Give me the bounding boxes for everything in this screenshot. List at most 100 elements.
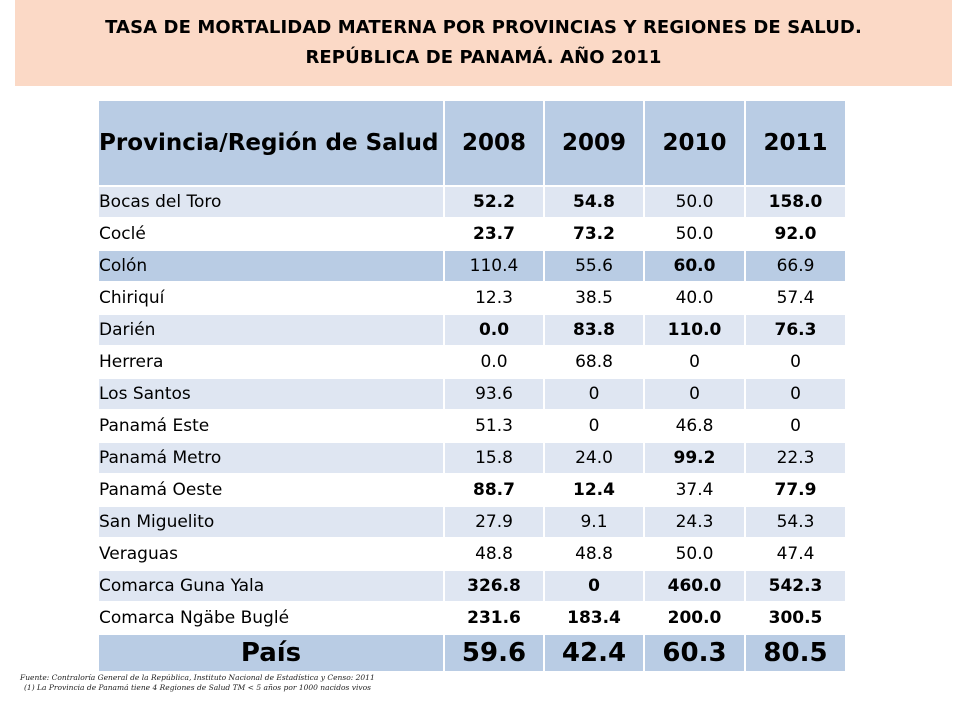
- total-value-2011: 80.5: [744, 633, 847, 673]
- cell-value-2008: 93.6: [443, 377, 545, 411]
- table-row: Colón 110.4 55.6 60.0 66.9: [97, 249, 847, 283]
- table-row: Panamá Este 51.3 0 46.8 0: [97, 409, 847, 443]
- cell-value-2009: 0: [543, 569, 645, 603]
- cell-value-2011: 0: [744, 409, 847, 443]
- mortality-table: Provincia/Región de Salud 2008 2009 2010…: [97, 99, 847, 673]
- column-header-2010: 2010: [643, 99, 746, 187]
- cell-value-2009: 0: [543, 409, 645, 443]
- column-header-2011: 2011: [744, 99, 847, 187]
- cell-value-2010: 37.4: [643, 473, 746, 507]
- cell-value-2010: 40.0: [643, 281, 746, 315]
- row-province-name: Bocas del Toro: [97, 185, 445, 219]
- table-row: Comarca Guna Yala 326.8 0 460.0 542.3: [97, 569, 847, 603]
- table-row: Comarca Ngäbe Buglé 231.6 183.4 200.0 300.5: [97, 601, 847, 635]
- cell-value-2011: 47.4: [744, 537, 847, 571]
- table-row: Panamá Oeste 88.7 12.4 37.4 77.9: [97, 473, 847, 507]
- cell-value-2010: 0: [643, 377, 746, 411]
- row-province-name: Herrera: [97, 345, 445, 379]
- cell-value-2009: 183.4: [543, 601, 645, 635]
- cell-value-2009: 12.4: [543, 473, 645, 507]
- cell-value-2008: 326.8: [443, 569, 545, 603]
- cell-value-2010: 99.2: [643, 441, 746, 475]
- cell-value-2010: 0: [643, 345, 746, 379]
- total-row: País 59.6 42.4 60.3 80.5: [97, 633, 847, 673]
- total-value-2010: 60.3: [643, 633, 746, 673]
- row-province-name: Comarca Guna Yala: [97, 569, 445, 603]
- cell-value-2009: 38.5: [543, 281, 645, 315]
- row-province-name: Panamá Oeste: [97, 473, 445, 507]
- cell-value-2009: 9.1: [543, 505, 645, 539]
- cell-value-2009: 24.0: [543, 441, 645, 475]
- column-header-2009: 2009: [543, 99, 645, 187]
- cell-value-2011: 66.9: [744, 249, 847, 283]
- cell-value-2011: 76.3: [744, 313, 847, 347]
- row-province-name: Veraguas: [97, 537, 445, 571]
- title-line-1: TASA DE MORTALIDAD MATERNA POR PROVINCIA…: [105, 17, 862, 38]
- row-province-name: Darién: [97, 313, 445, 347]
- table-row: Darién 0.0 83.8 110.0 76.3: [97, 313, 847, 347]
- cell-value-2008: 23.7: [443, 217, 545, 251]
- row-province-name: Chiriquí: [97, 281, 445, 315]
- cell-value-2010: 200.0: [643, 601, 746, 635]
- cell-value-2010: 50.0: [643, 217, 746, 251]
- cell-value-2009: 73.2: [543, 217, 645, 251]
- total-label: País: [97, 633, 445, 673]
- cell-value-2011: 57.4: [744, 281, 847, 315]
- column-header-2008: 2008: [443, 99, 545, 187]
- row-province-name: Coclé: [97, 217, 445, 251]
- row-province-name: Comarca Ngäbe Buglé: [97, 601, 445, 635]
- cell-value-2011: 300.5: [744, 601, 847, 635]
- row-province-name: San Miguelito: [97, 505, 445, 539]
- table-row: Panamá Metro 15.8 24.0 99.2 22.3: [97, 441, 847, 475]
- total-value-2009: 42.4: [543, 633, 645, 673]
- cell-value-2009: 48.8: [543, 537, 645, 571]
- cell-value-2008: 12.3: [443, 281, 545, 315]
- cell-value-2008: 231.6: [443, 601, 545, 635]
- footnote-note: (1) La Provincia de Panamá tiene 4 Regio…: [24, 683, 371, 692]
- cell-value-2010: 60.0: [643, 249, 746, 283]
- cell-value-2011: 77.9: [744, 473, 847, 507]
- table-row: Veraguas 48.8 48.8 50.0 47.4: [97, 537, 847, 571]
- cell-value-2011: 542.3: [744, 569, 847, 603]
- cell-value-2008: 110.4: [443, 249, 545, 283]
- cell-value-2010: 50.0: [643, 185, 746, 219]
- table-body: Bocas del Toro 52.2 54.8 50.0 158.0 Coclé 23.7…: [97, 185, 847, 635]
- total-value-2008: 59.6: [443, 633, 545, 673]
- table-row: Herrera 0.0 68.8 0 0: [97, 345, 847, 379]
- cell-value-2011: 0: [744, 377, 847, 411]
- column-header-province: Provincia/Región de Salud: [97, 99, 445, 187]
- cell-value-2009: 0: [543, 377, 645, 411]
- footnote-source: Fuente: Contraloría General de la Repúbl…: [20, 673, 375, 682]
- cell-value-2008: 27.9: [443, 505, 545, 539]
- table-header-row: Provincia/Región de Salud 2008 2009 2010…: [97, 99, 847, 187]
- table-row: Los Santos 93.6 0 0 0: [97, 377, 847, 411]
- cell-value-2009: 83.8: [543, 313, 645, 347]
- row-province-name: Colón: [97, 249, 445, 283]
- cell-value-2010: 110.0: [643, 313, 746, 347]
- cell-value-2011: 92.0: [744, 217, 847, 251]
- cell-value-2010: 50.0: [643, 537, 746, 571]
- cell-value-2008: 48.8: [443, 537, 545, 571]
- cell-value-2011: 158.0: [744, 185, 847, 219]
- row-province-name: Panamá Este: [97, 409, 445, 443]
- cell-value-2008: 51.3: [443, 409, 545, 443]
- cell-value-2011: 22.3: [744, 441, 847, 475]
- cell-value-2009: 54.8: [543, 185, 645, 219]
- title-line-2: REPÚBLICA DE PANAMÁ. AÑO 2011: [305, 47, 662, 68]
- table-row: Chiriquí 12.3 38.5 40.0 57.4: [97, 281, 847, 315]
- row-province-name: Los Santos: [97, 377, 445, 411]
- cell-value-2009: 55.6: [543, 249, 645, 283]
- cell-value-2008: 0.0: [443, 313, 545, 347]
- cell-value-2009: 68.8: [543, 345, 645, 379]
- table-row: San Miguelito 27.9 9.1 24.3 54.3: [97, 505, 847, 539]
- cell-value-2010: 24.3: [643, 505, 746, 539]
- table-row: Bocas del Toro 52.2 54.8 50.0 158.0: [97, 185, 847, 219]
- cell-value-2008: 52.2: [443, 185, 545, 219]
- cell-value-2010: 460.0: [643, 569, 746, 603]
- row-province-name: Panamá Metro: [97, 441, 445, 475]
- cell-value-2011: 0: [744, 345, 847, 379]
- cell-value-2008: 0.0: [443, 345, 545, 379]
- title-banner: TASA DE MORTALIDAD MATERNA POR PROVINCIA…: [15, 0, 952, 86]
- table-row: Coclé 23.7 73.2 50.0 92.0: [97, 217, 847, 251]
- cell-value-2011: 54.3: [744, 505, 847, 539]
